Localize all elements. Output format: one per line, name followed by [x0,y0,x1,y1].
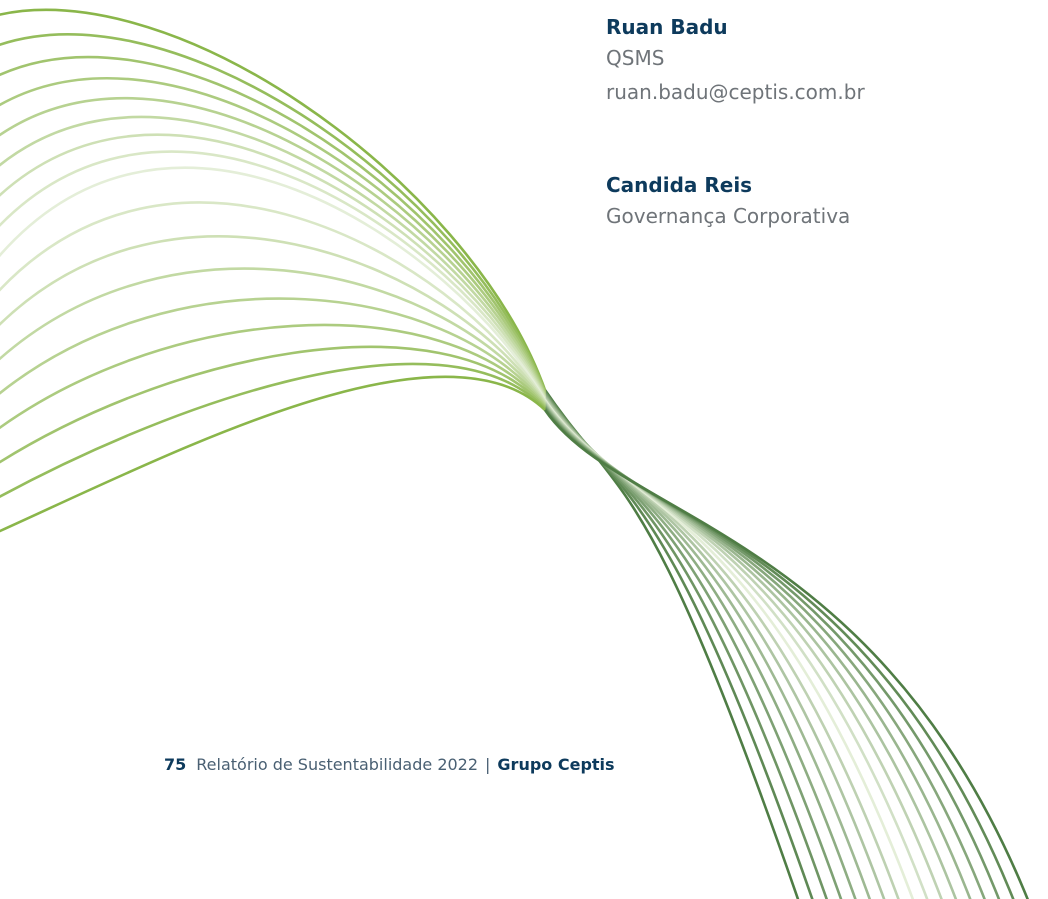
wave-line [0,166,547,401]
wave-line [0,55,547,393]
footer-separator: | [485,755,491,774]
wave-line [0,115,547,397]
page-number: 75 [164,755,187,774]
wave-line [0,267,547,405]
wave-line [0,235,547,404]
wave-line [0,375,546,533]
wave-line [543,409,1029,899]
report-title: Relatório de Sustentabilidade 2022 [196,755,479,774]
contact-department: Governança Corporativa [606,204,851,228]
wave-line [0,8,547,391]
wave-line [0,201,547,402]
wave-line [0,297,547,406]
wave-line [0,133,547,399]
wave-line [543,395,872,899]
wave-line [0,96,547,396]
wave-line [0,362,546,499]
contact-name: Ruan Badu [606,15,728,39]
contact-department: QSMS [606,46,665,70]
contact-card-candida-reis: Candida Reis Governança Corporativa [606,171,850,233]
wave-line [0,33,547,392]
contact-card-ruan-badu: Ruan Badu QSMS ruan.badu@ceptis.com.br [606,13,865,109]
wave-line [0,76,547,395]
contact-name: Candida Reis [606,173,753,197]
wave-line [543,405,986,899]
contact-email[interactable]: ruan.badu@ceptis.com.br [606,80,865,104]
wave-line [543,389,800,899]
wave-line [0,323,547,430]
wave-line [543,404,972,899]
company-name: Grupo Ceptis [497,755,615,774]
wave-line [0,150,547,400]
wave-line [0,345,546,464]
wave-line [543,390,814,899]
page-footer: 75 Relatório de Sustentabilidade 2022 | Gru… [164,755,615,774]
wave-line [543,398,900,899]
